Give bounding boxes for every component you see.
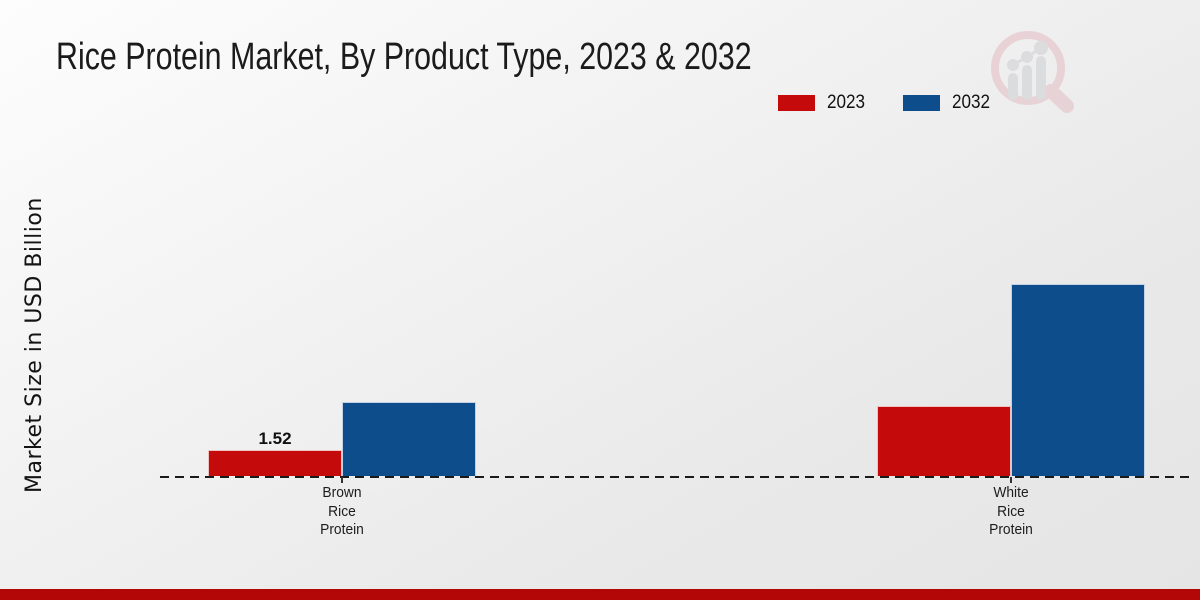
legend-item-2023: 2023 (778, 92, 869, 114)
category-label: White Rice Protein (989, 484, 1033, 538)
x-axis-baseline (160, 476, 1193, 478)
bar-2023-category-2 (877, 406, 1011, 476)
legend-swatch-2032 (903, 95, 941, 111)
legend-item-2032: 2032 (903, 92, 994, 114)
legend-swatch-2023 (778, 95, 815, 111)
bar-2032-category-1 (342, 402, 476, 476)
bar-value-label: 1.52 (258, 429, 292, 448)
bottom-accent-bar (0, 589, 1200, 600)
category-label: Brown Rice Protein (320, 484, 364, 538)
x-axis-tick (1010, 477, 1012, 483)
legend-label: 2032 (952, 92, 991, 113)
legend-label: 2023 (827, 92, 866, 113)
magnifier-bar-chart-logo-icon (991, 31, 1074, 113)
chart-title: Rice Protein Market, By Product Type, 20… (56, 36, 752, 78)
x-axis-tick (341, 477, 343, 483)
bar-2032-category-2 (1011, 284, 1145, 476)
legend: 2023 2032 (778, 92, 995, 114)
bar-2023-category-1 (208, 450, 342, 476)
